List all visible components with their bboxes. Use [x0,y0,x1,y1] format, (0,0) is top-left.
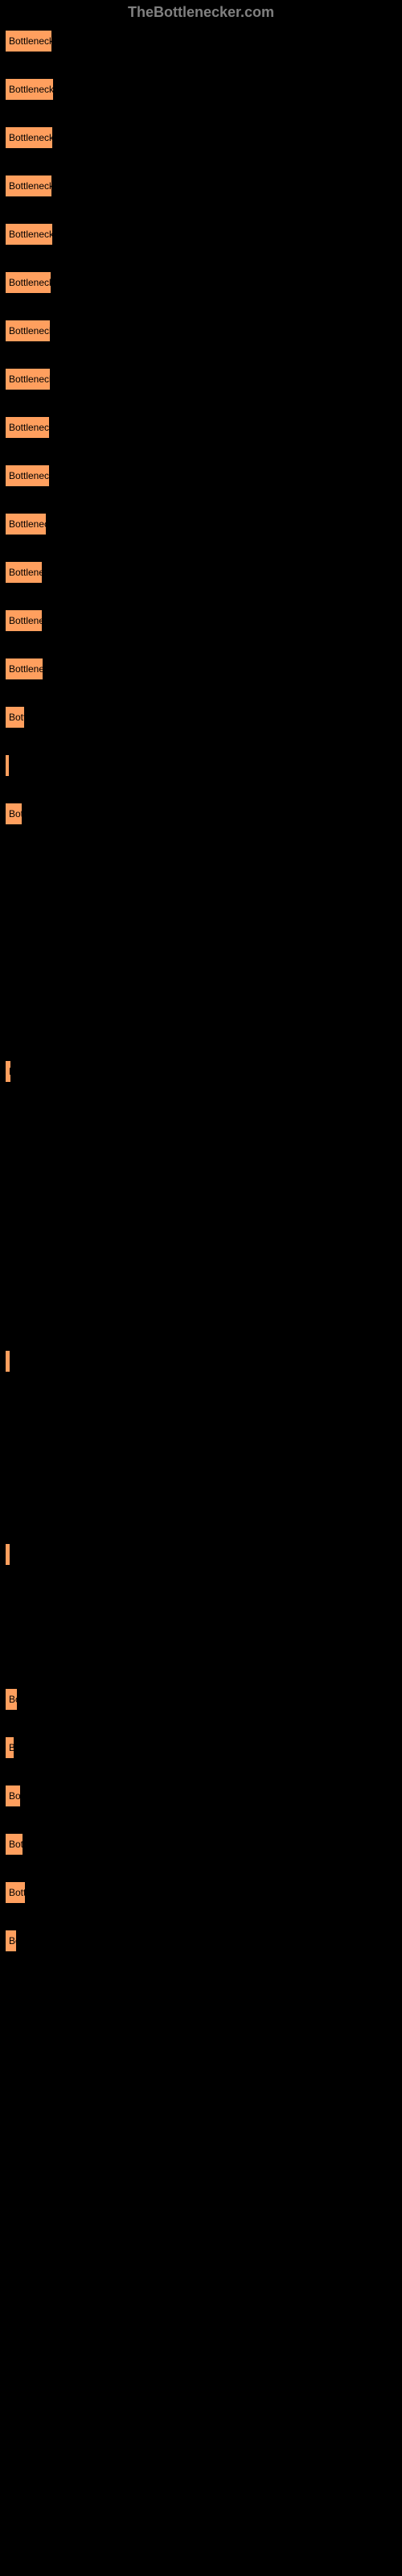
bar-row: Bottleneck result of AMD Turion II Mobil… [0,753,402,786]
bar-label: Bottleneck result of AMD Turion II Mobil… [9,1790,22,1802]
bar-row: Bottleneck result of AMD Turion II Mobil… [0,174,402,206]
bar-row: Bottleneck result of AMD Turion II Mobil… [0,802,402,834]
chart-bar: Bottleneck result of AMD Turion II Mobil… [4,367,51,391]
bar-label: Bottleneck result of AMD Turion II Mobil… [9,1887,27,1898]
chart-bar: Bottleneck result of AMD Turion II Mobil… [4,1542,11,1567]
chart-bar: Bottleneck result of AMD Turion II Mobil… [4,560,43,584]
bar-label: Bottleneck result of AMD Turion II Mobil… [9,180,53,192]
bar-row: Bottleneck result of AMD Turion II Mobil… [0,1736,402,1768]
bar-label: Bottleneck result of AMD Turion II Mobil… [9,84,55,95]
bar-label: Bottleneck result of AMD Turion II Mobil… [9,1549,11,1560]
chart-bar: Bottleneck result of AMD Turion II Mobil… [4,1929,18,1953]
bar-label: Bottleneck result of AMD Turion II Mobil… [9,325,51,336]
chart-bar: Bottleneck result of AMD Turion II Mobil… [4,1687,18,1711]
bar-row: Bottleneck result of AMD Turion II Mobil… [0,464,402,496]
bar-label: Bottleneck result of AMD Turion II Mobil… [9,1694,18,1705]
bar-row: Bottleneck result of AMD Turion II Mobil… [0,1059,402,1092]
bar-row: Bottleneck result of AMD Turion II Mobil… [0,77,402,109]
page-header: TheBottlenecker.com [0,0,402,21]
bar-label: Bottleneck result of AMD Turion II Mobil… [9,760,10,771]
chart-bar: Bottleneck result of AMD Turion II Mobil… [4,1059,12,1084]
chart-bar: Bottleneck result of AMD Turion II Mobil… [4,319,51,343]
bar-row: Bottleneck result of AMD Turion II Mobil… [0,270,402,303]
bar-label: Bottleneck result of AMD Turion II Mobil… [9,1356,11,1367]
chart-bar: Bottleneck result of AMD Turion II Mobil… [4,1784,22,1808]
bar-row: Bottleneck result of AMD Turion II Mobil… [0,1832,402,1864]
bar-row: Bottleneck result of AMD Turion II Mobil… [0,705,402,737]
bar-label: Bottleneck result of AMD Turion II Mobil… [9,422,51,433]
bar-label: Bottleneck result of AMD Turion II Mobil… [9,518,47,530]
bar-row: Bottleneck result of AMD Turion II Mobil… [0,222,402,254]
bar-label: Bottleneck result of AMD Turion II Mobil… [9,808,23,819]
bar-label: Bottleneck result of AMD Turion II Mobil… [9,615,43,626]
bar-label: Bottleneck result of AMD Turion II Mobil… [9,567,43,578]
chart-bar: Bottleneck result of AMD Turion II Mobil… [4,802,23,826]
bar-row: Bottleneck result of AMD Turion II Mobil… [0,1687,402,1719]
bar-row: Bottleneck result of AMD Turion II Mobil… [0,1880,402,1913]
bar-chart: Bottleneck result of AMD Turion II Mobil… [0,21,402,1985]
bar-row: Bottleneck result of AMD Turion II Mobil… [0,1542,402,1575]
bar-row: Bottleneck result of AMD Turion II Mobil… [0,1929,402,1961]
bar-label: Bottleneck result of AMD Turion II Mobil… [9,374,51,385]
bar-label: Bottleneck result of AMD Turion II Mobil… [9,1066,12,1077]
bar-row: Bottleneck result of AMD Turion II Mobil… [0,560,402,592]
chart-bar: Bottleneck result of AMD Turion II Mobil… [4,415,51,440]
chart-bar: Bottleneck result of AMD Turion II Mobil… [4,657,44,681]
chart-bar: Bottleneck result of AMD Turion II Mobil… [4,512,47,536]
bar-row: Bottleneck result of AMD Turion II Mobil… [0,29,402,61]
chart-bar: Bottleneck result of AMD Turion II Mobil… [4,705,26,729]
chart-bar: Bottleneck result of AMD Turion II Mobil… [4,29,53,53]
bar-row: Bottleneck result of AMD Turion II Mobil… [0,609,402,641]
bar-label: Bottleneck result of AMD Turion II Mobil… [9,132,54,143]
chart-bar: Bottleneck result of AMD Turion II Mobil… [4,1832,24,1856]
bar-row: Bottleneck result of AMD Turion II Mobil… [0,512,402,544]
chart-bar: Bottleneck result of AMD Turion II Mobil… [4,126,54,150]
chart-bar: Bottleneck result of AMD Turion II Mobil… [4,753,10,778]
bar-label: Bottleneck result of AMD Turion II Mobil… [9,35,53,47]
bar-row: Bottleneck result of AMD Turion II Mobil… [0,1349,402,1381]
chart-bar: Bottleneck result of AMD Turion II Mobil… [4,222,54,246]
bar-row: Bottleneck result of AMD Turion II Mobil… [0,1784,402,1816]
bar-row: Bottleneck result of AMD Turion II Mobil… [0,415,402,448]
bar-label: Bottleneck result of AMD Turion II Mobil… [9,1839,24,1850]
bar-row: Bottleneck result of AMD Turion II Mobil… [0,126,402,158]
chart-bar: Bottleneck result of AMD Turion II Mobil… [4,77,55,101]
header-text: TheBottlenecker.com [128,4,274,20]
bar-label: Bottleneck result of AMD Turion II Mobil… [9,1742,15,1753]
bar-label: Bottleneck result of AMD Turion II Mobil… [9,229,54,240]
bar-row: Bottleneck result of AMD Turion II Mobil… [0,367,402,399]
chart-bar: Bottleneck result of AMD Turion II Mobil… [4,174,53,198]
chart-bar: Bottleneck result of AMD Turion II Mobil… [4,270,52,295]
bar-label: Bottleneck result of AMD Turion II Mobil… [9,712,26,723]
chart-bar: Bottleneck result of AMD Turion II Mobil… [4,1349,11,1373]
chart-bar: Bottleneck result of AMD Turion II Mobil… [4,464,51,488]
bar-row: Bottleneck result of AMD Turion II Mobil… [0,657,402,689]
bar-label: Bottleneck result of AMD Turion II Mobil… [9,470,51,481]
bar-label: Bottleneck result of AMD Turion II Mobil… [9,277,52,288]
bar-row: Bottleneck result of AMD Turion II Mobil… [0,319,402,351]
chart-bar: Bottleneck result of AMD Turion II Mobil… [4,1736,15,1760]
bar-label: Bottleneck result of AMD Turion II Mobil… [9,1935,18,1946]
chart-bar: Bottleneck result of AMD Turion II Mobil… [4,609,43,633]
chart-bar: Bottleneck result of AMD Turion II Mobil… [4,1880,27,1905]
bar-label: Bottleneck result of AMD Turion II Mobil… [9,663,44,675]
